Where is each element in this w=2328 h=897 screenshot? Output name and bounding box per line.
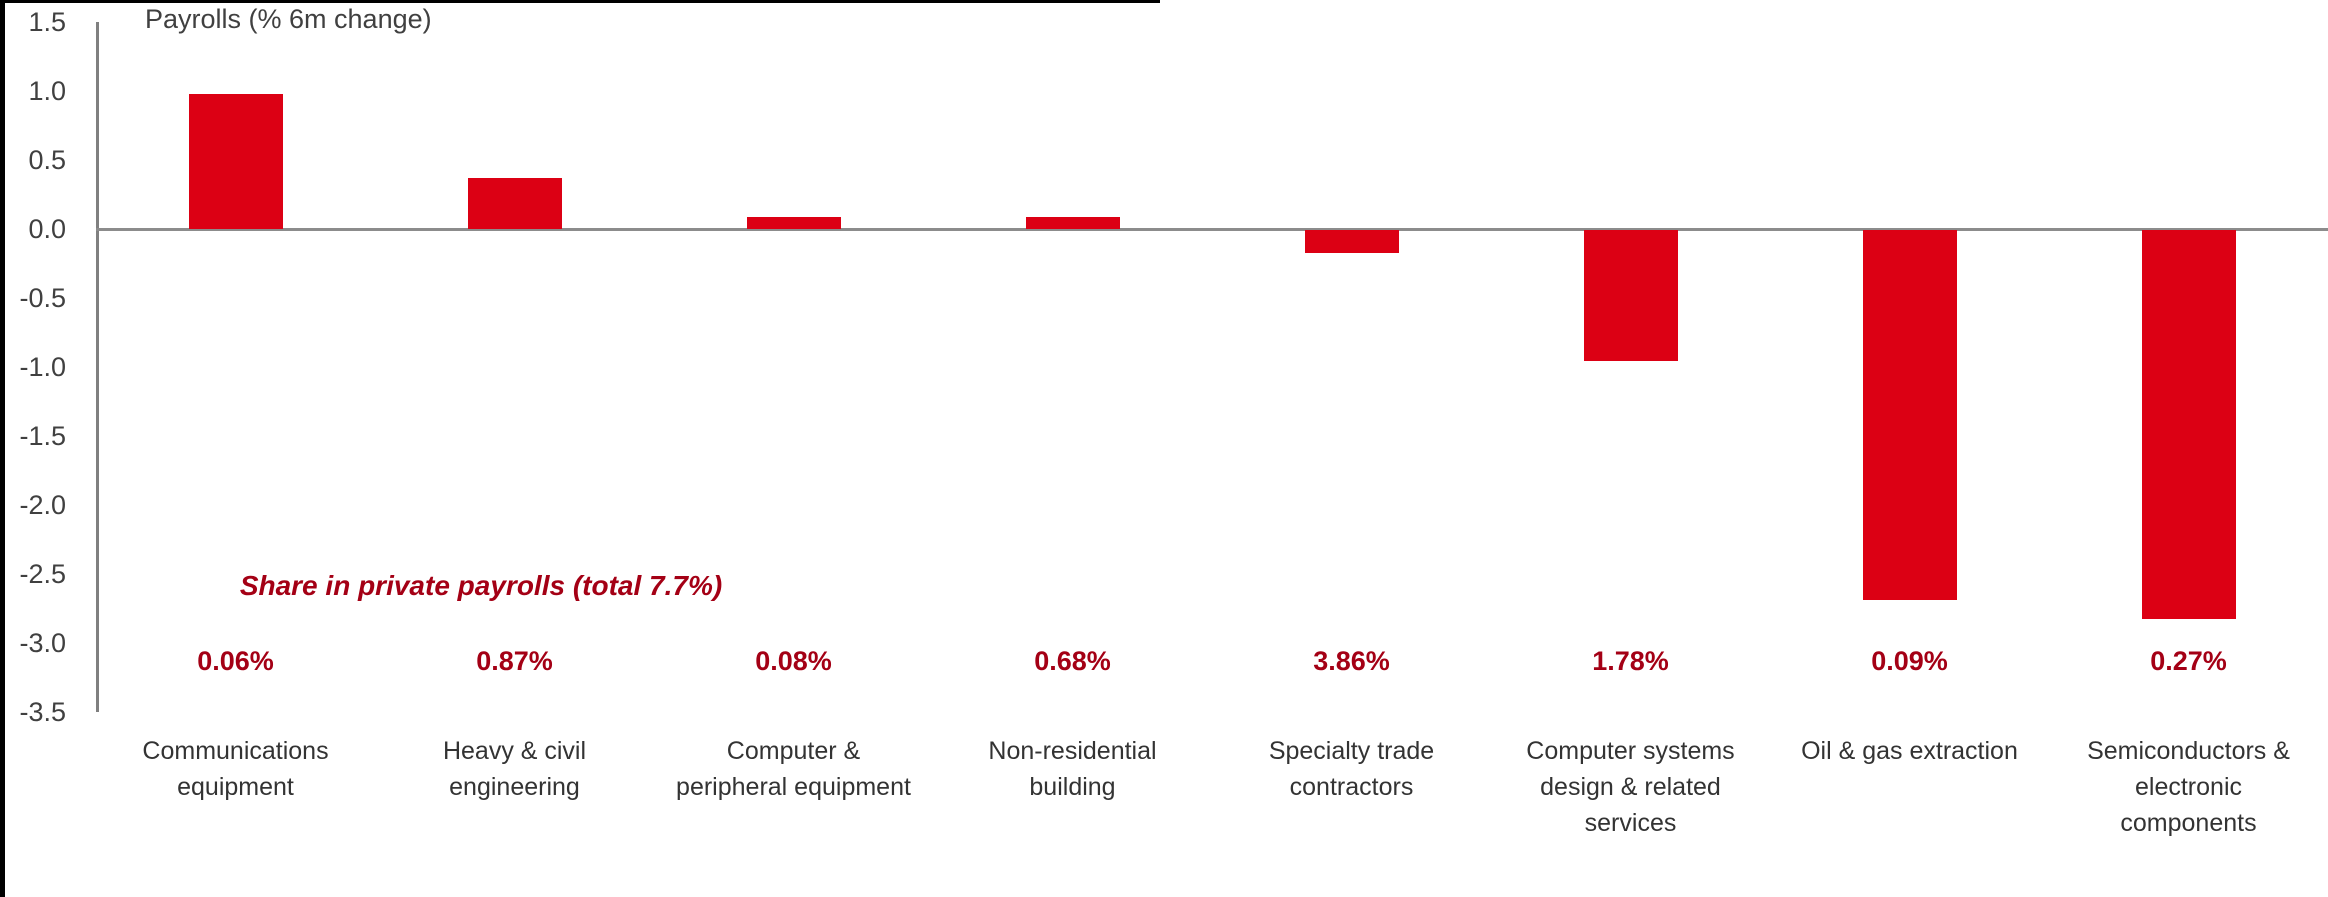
category-label: Computer systems design & related servic… xyxy=(1526,737,1735,837)
share-label: 0.68% xyxy=(1034,646,1111,676)
category-label: Heavy & civil engineering xyxy=(442,737,587,801)
bar xyxy=(1583,230,1678,362)
share-label: 3.86% xyxy=(1313,646,1390,676)
share-label: 0.09% xyxy=(1871,646,1948,676)
y-axis-tick-label: -2.5 xyxy=(19,559,66,589)
bar xyxy=(188,93,283,229)
y-axis-tick-label: -1.5 xyxy=(19,421,66,451)
y-axis-line xyxy=(96,22,99,712)
share-label: 0.08% xyxy=(755,646,832,676)
category-label: Oil & gas extraction xyxy=(1801,737,2018,765)
bar xyxy=(2141,230,2236,620)
category-label: Computer & peripheral equipment xyxy=(676,737,911,801)
bar xyxy=(1025,216,1120,229)
category-label: Non-residential building xyxy=(988,737,1157,801)
share-label: 0.06% xyxy=(197,646,274,676)
page-border-left xyxy=(0,0,5,897)
share-annotation: Share in private payrolls (total 7.7%) xyxy=(239,570,723,601)
y-axis-tick-label: 1.0 xyxy=(28,76,66,106)
category-label: Communications equipment xyxy=(142,737,329,801)
y-axis-tick-label: -3.5 xyxy=(19,697,66,727)
y-axis-tick-label: 1.5 xyxy=(28,7,66,37)
y-axis-tick-label: 0.5 xyxy=(28,145,66,175)
bar xyxy=(467,177,562,229)
page-border-top xyxy=(0,0,1160,3)
bar xyxy=(1862,230,1957,600)
chart-title: Payrolls (% 6m change) xyxy=(145,4,432,34)
y-axis-tick-label: -0.5 xyxy=(19,283,66,313)
y-axis-tick-label: -3.0 xyxy=(19,628,66,658)
y-axis-tick-label: -2.0 xyxy=(19,490,66,520)
y-axis-tick-label: -1.0 xyxy=(19,352,66,382)
category-label: Semiconductors & electronic components xyxy=(2087,737,2290,837)
y-axis-tick-label: 0.0 xyxy=(28,214,66,244)
share-label: 1.78% xyxy=(1592,646,1669,676)
share-label: 0.27% xyxy=(2150,646,2227,676)
share-label: 0.87% xyxy=(476,646,553,676)
bar xyxy=(746,216,841,229)
bar xyxy=(1304,230,1399,254)
zero-baseline xyxy=(96,228,2328,231)
category-label: Specialty trade contractors xyxy=(1268,737,1435,801)
